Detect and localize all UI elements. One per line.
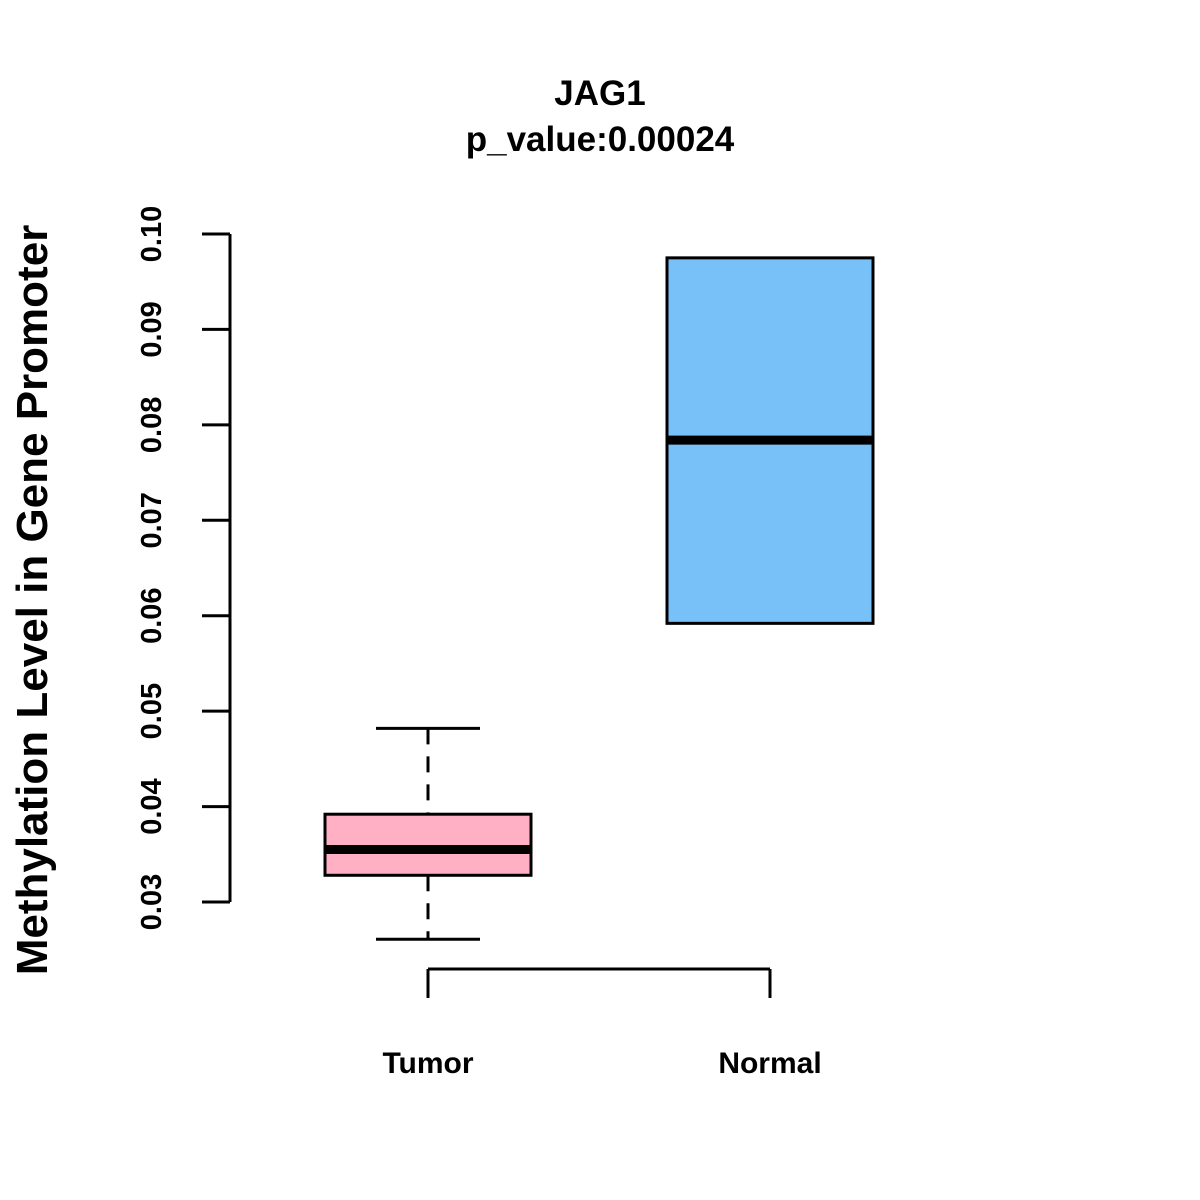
y-axis-label: Methylation Level in Gene Promoter xyxy=(8,225,57,976)
y-tick-label-2: 0.05 xyxy=(136,683,168,739)
x-tick-label-normal: Normal xyxy=(718,1047,821,1080)
boxes xyxy=(323,256,875,941)
chart-title: JAG1 xyxy=(554,74,645,113)
box-tumor xyxy=(323,726,533,941)
x-tick-label-tumor: Tumor xyxy=(382,1047,473,1080)
box-body xyxy=(323,812,533,877)
chart-subtitle: p_value:0.00024 xyxy=(466,120,735,159)
box-normal xyxy=(665,256,875,625)
x-axis: Tumor Normal xyxy=(382,967,822,1080)
y-tick-label-0: 0.03 xyxy=(136,874,168,930)
y-tick-label-7: 0.10 xyxy=(136,206,168,262)
y-tick-label-4: 0.07 xyxy=(136,492,168,548)
y-axis: 0.03 0.04 0.05 0.06 0.07 0.08 0.09 0.10 xyxy=(136,206,232,930)
y-tick-label-3: 0.06 xyxy=(136,587,168,643)
y-tick-label-6: 0.09 xyxy=(136,301,168,357)
y-tick-label-5: 0.08 xyxy=(136,397,168,453)
y-tick-label-1: 0.04 xyxy=(136,778,168,834)
